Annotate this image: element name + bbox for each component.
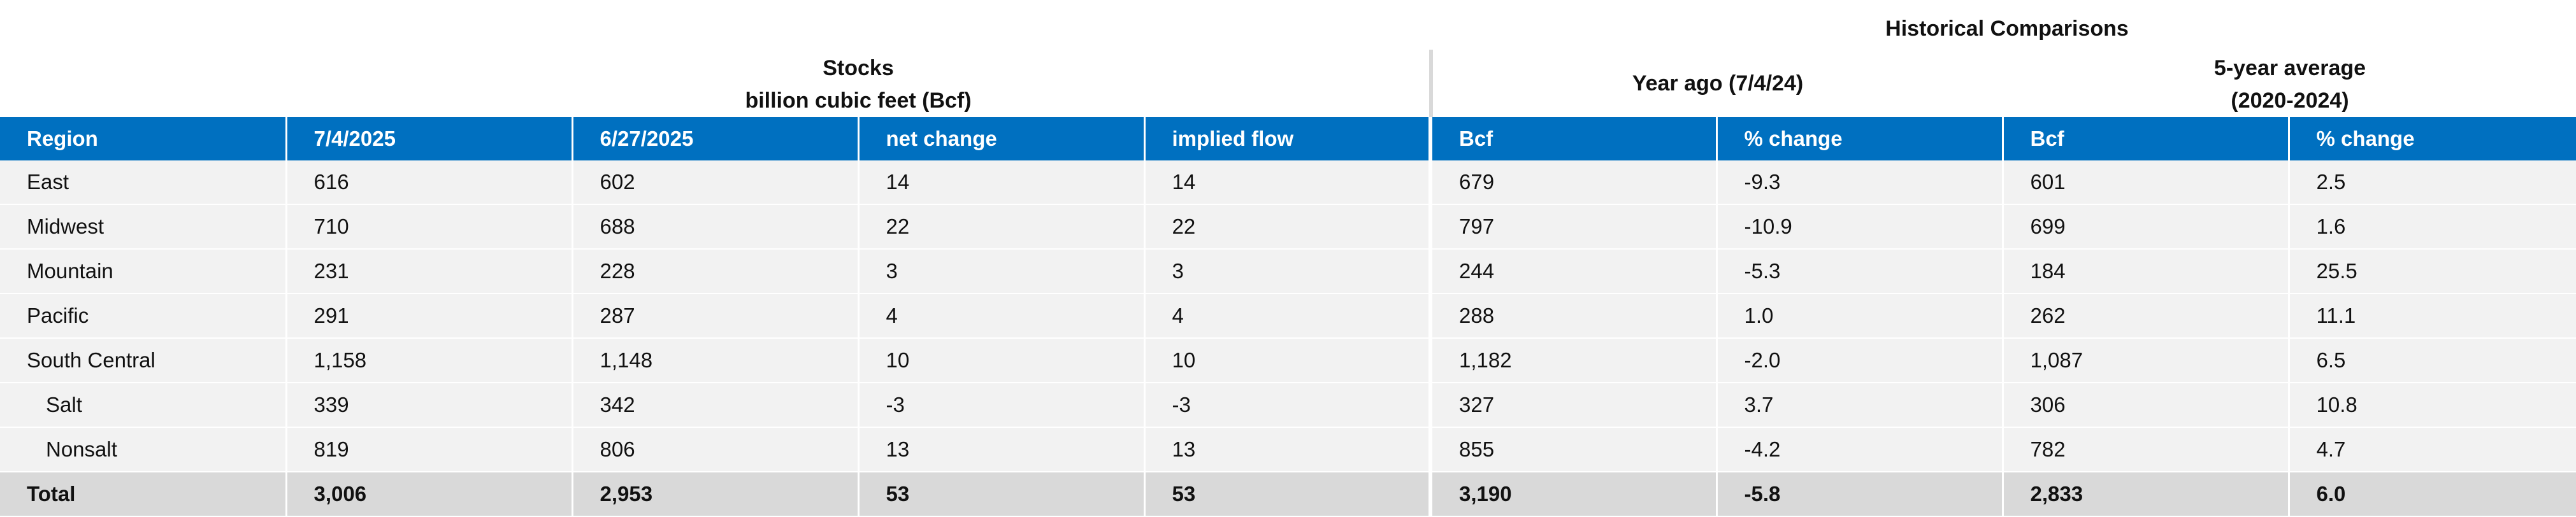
year-ago-pct-cell: 1.0	[1716, 294, 2004, 339]
column-header-row: Region 7/4/2025 6/27/2025 net change imp…	[0, 117, 2576, 160]
avg-bcf-cell: 306	[2003, 383, 2290, 428]
stocks-subheading: billion cubic feet (Bcf)	[745, 89, 972, 113]
net-change-cell: 14	[858, 160, 1146, 205]
year-ago-pct-cell: -10.9	[1716, 204, 2004, 250]
table-row: East 616 602 14 14 679 -9.3 601 2.5	[0, 160, 2576, 205]
current-week-cell: 339	[286, 383, 573, 428]
prior-week-cell: 688	[572, 204, 860, 250]
current-week-cell: 819	[286, 427, 573, 472]
avg-bcf-cell: 782	[2003, 427, 2290, 472]
net-change-cell: -3	[858, 383, 1146, 428]
avg-bcf-cell: 2,833	[2003, 472, 2290, 517]
column-header-net-change: net change	[858, 117, 1146, 160]
region-cell: East	[0, 160, 287, 205]
current-week-cell: 710	[286, 204, 573, 250]
table-row: Mountain 231 228 3 3 244 -5.3 184 25.5	[0, 249, 2576, 294]
column-header-year-ago-pct: % change	[1716, 117, 2004, 160]
avg-pct-cell: 11.1	[2289, 294, 2576, 339]
prior-week-cell: 342	[572, 383, 860, 428]
region-cell: Mountain	[0, 249, 287, 294]
current-week-cell: 231	[286, 249, 573, 294]
year-ago-pct-cell: -9.3	[1716, 160, 2004, 205]
avg-pct-cell: 25.5	[2289, 249, 2576, 294]
column-header-year-ago-bcf: Bcf	[1430, 117, 1718, 160]
table-row: Midwest 710 688 22 22 797 -10.9 699 1.6	[0, 204, 2576, 250]
year-ago-pct-cell: 3.7	[1716, 383, 2004, 428]
prior-week-cell: 2,953	[572, 472, 860, 517]
table-row: Nonsalt 819 806 13 13 855 -4.2 782 4.7	[0, 427, 2576, 472]
column-header-avg-pct: % change	[2289, 117, 2576, 160]
table-row: Pacific 291 287 4 4 288 1.0 262 11.1	[0, 294, 2576, 339]
net-change-cell: 10	[858, 338, 1146, 383]
current-week-cell: 291	[286, 294, 573, 339]
year-ago-pct-cell: -4.2	[1716, 427, 2004, 472]
column-header-implied-flow: implied flow	[1144, 117, 1432, 160]
year-ago-heading: Year ago (7/4/24)	[1632, 71, 1804, 96]
implied-flow-cell: 13	[1144, 427, 1432, 472]
year-ago-bcf-cell: 327	[1430, 383, 1718, 428]
avg-pct-cell: 6.0	[2289, 472, 2576, 517]
storage-table: Region 7/4/2025 6/27/2025 net change imp…	[0, 117, 2576, 517]
year-ago-pct-cell: -5.8	[1716, 472, 2004, 517]
year-ago-bcf-cell: 855	[1430, 427, 1718, 472]
avg-pct-cell: 10.8	[2289, 383, 2576, 428]
year-ago-bcf-cell: 3,190	[1430, 472, 1718, 517]
avg-bcf-cell: 184	[2003, 249, 2290, 294]
implied-flow-cell: 14	[1144, 160, 1432, 205]
implied-flow-cell: -3	[1144, 383, 1432, 428]
total-row: Total 3,006 2,953 53 53 3,190 -5.8 2,833…	[0, 472, 2576, 517]
net-change-cell: 22	[858, 204, 1146, 250]
year-ago-pct-cell: -5.3	[1716, 249, 2004, 294]
implied-flow-cell: 3	[1144, 249, 1432, 294]
avg-bcf-cell: 601	[2003, 160, 2290, 205]
implied-flow-cell: 4	[1144, 294, 1432, 339]
header-divider	[1429, 50, 1433, 117]
avg-pct-cell: 1.6	[2289, 204, 2576, 250]
avg-pct-cell: 4.7	[2289, 427, 2576, 472]
year-ago-pct-cell: -2.0	[1716, 338, 2004, 383]
implied-flow-cell: 53	[1144, 472, 1432, 517]
current-week-cell: 616	[286, 160, 573, 205]
avg-pct-cell: 2.5	[2289, 160, 2576, 205]
region-cell: Midwest	[0, 204, 287, 250]
net-change-cell: 13	[858, 427, 1146, 472]
table-row: Salt 339 342 -3 -3 327 3.7 306 10.8	[0, 383, 2576, 428]
year-ago-bcf-cell: 797	[1430, 204, 1718, 250]
net-change-cell: 4	[858, 294, 1146, 339]
prior-week-cell: 806	[572, 427, 860, 472]
year-ago-bcf-cell: 1,182	[1430, 338, 1718, 383]
prior-week-cell: 602	[572, 160, 860, 205]
column-header-region: Region	[0, 117, 287, 160]
five-year-average-heading: 5-year average	[2213, 56, 2366, 80]
region-cell: Salt	[0, 383, 287, 428]
region-cell: Total	[0, 472, 287, 517]
five-year-average-subheading: (2020-2024)	[2231, 89, 2349, 113]
stocks-heading: Stocks	[823, 56, 894, 80]
column-header-current-week: 7/4/2025	[286, 117, 573, 160]
prior-week-cell: 228	[572, 249, 860, 294]
table-row: South Central 1,158 1,148 10 10 1,182 -2…	[0, 338, 2576, 383]
net-change-cell: 53	[858, 472, 1146, 517]
year-ago-bcf-cell: 244	[1430, 249, 1718, 294]
region-cell: South Central	[0, 338, 287, 383]
year-ago-bcf-cell: 288	[1430, 294, 1718, 339]
historical-comparisons-heading: Historical Comparisons	[1885, 17, 2129, 41]
implied-flow-cell: 22	[1144, 204, 1432, 250]
avg-bcf-cell: 1,087	[2003, 338, 2290, 383]
region-cell: Pacific	[0, 294, 287, 339]
avg-bcf-cell: 699	[2003, 204, 2290, 250]
current-week-cell: 1,158	[286, 338, 573, 383]
prior-week-cell: 1,148	[572, 338, 860, 383]
net-change-cell: 3	[858, 249, 1146, 294]
region-cell: Nonsalt	[0, 427, 287, 472]
column-header-prior-week: 6/27/2025	[572, 117, 860, 160]
avg-bcf-cell: 262	[2003, 294, 2290, 339]
current-week-cell: 3,006	[286, 472, 573, 517]
implied-flow-cell: 10	[1144, 338, 1432, 383]
column-header-avg-bcf: Bcf	[2003, 117, 2290, 160]
avg-pct-cell: 6.5	[2289, 338, 2576, 383]
prior-week-cell: 287	[572, 294, 860, 339]
year-ago-bcf-cell: 679	[1430, 160, 1718, 205]
